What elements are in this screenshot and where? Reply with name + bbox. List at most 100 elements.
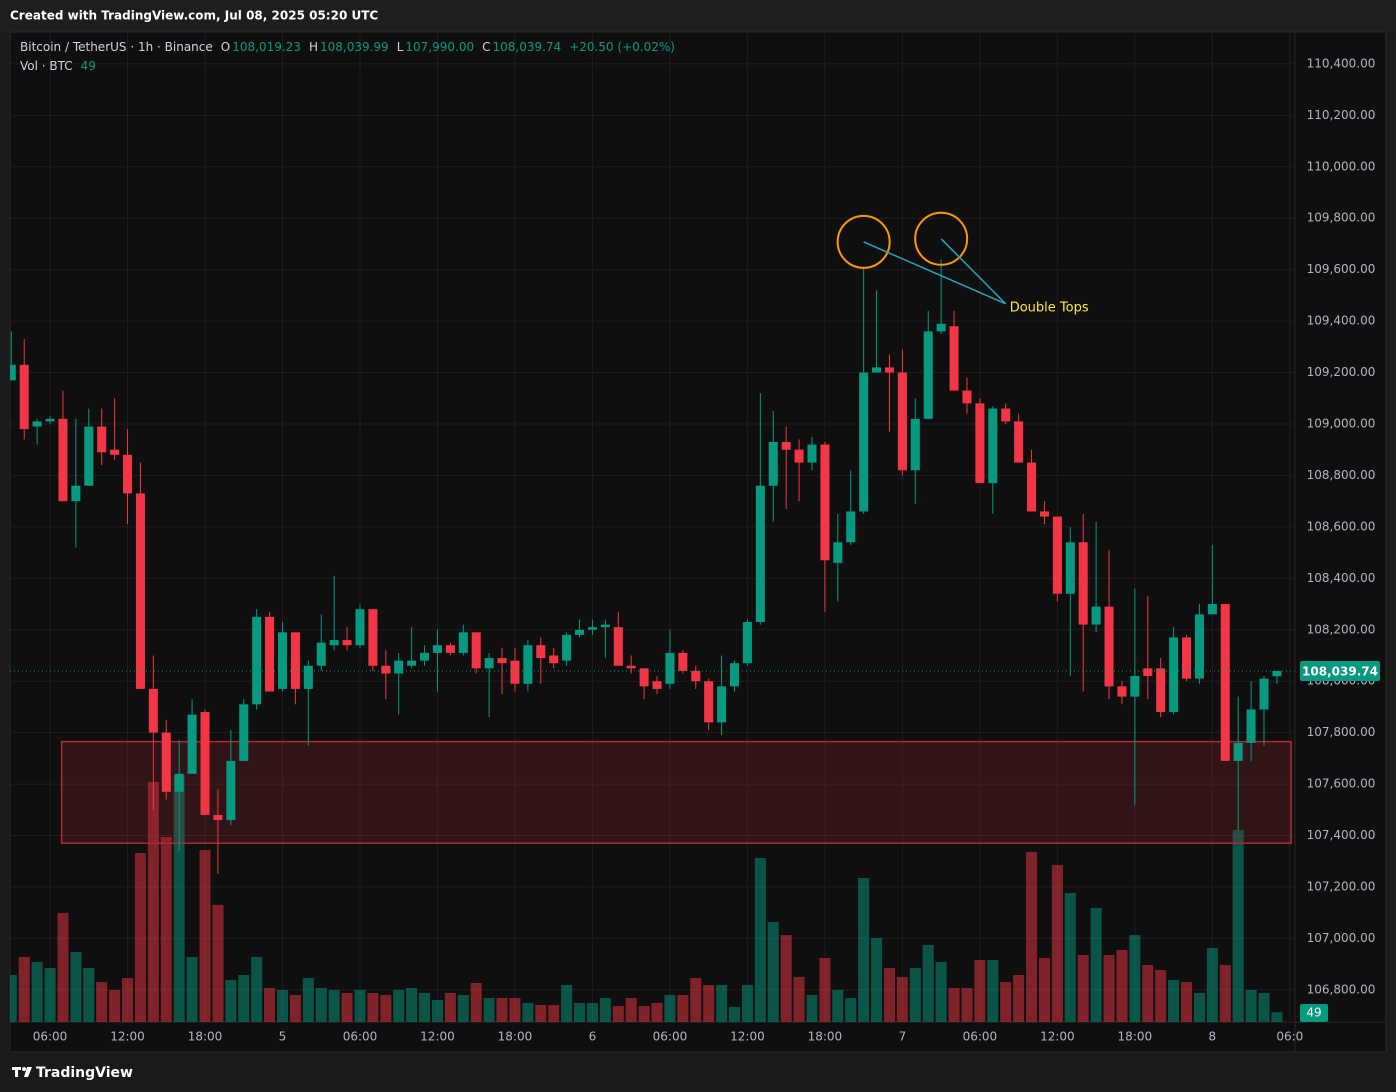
candle-body bbox=[1169, 637, 1179, 713]
legend-key: H bbox=[308, 40, 318, 54]
volume-bar bbox=[858, 878, 870, 1022]
candle-body bbox=[1130, 676, 1140, 697]
volume-bar bbox=[31, 962, 43, 1022]
volume-bar bbox=[1193, 993, 1205, 1022]
candle-body bbox=[807, 444, 817, 463]
candle-body bbox=[71, 485, 81, 502]
candle-body bbox=[484, 658, 494, 669]
volume-bar bbox=[561, 985, 573, 1022]
volume-bar bbox=[1271, 1012, 1283, 1022]
candle-body bbox=[252, 616, 262, 705]
x-tick-label: 12:00 bbox=[730, 1030, 765, 1044]
legend-value: 108,019.23 bbox=[232, 40, 301, 54]
candle-body bbox=[187, 714, 197, 774]
candle-body bbox=[613, 627, 623, 666]
volume-bar bbox=[987, 960, 999, 1022]
candle-body bbox=[10, 364, 16, 381]
candle-body bbox=[355, 609, 365, 646]
legend-symbol: Bitcoin / TetherUS · 1h · Binance bbox=[20, 40, 213, 54]
volume-bar bbox=[96, 982, 108, 1022]
legend-volume-title: Vol · BTC bbox=[20, 59, 73, 73]
volume-bar bbox=[83, 968, 95, 1022]
header-title: Created with TradingView.com, Jul 08, 20… bbox=[10, 9, 378, 23]
volume-bar bbox=[509, 998, 521, 1022]
candle-body bbox=[859, 372, 869, 512]
volume-bar bbox=[703, 985, 715, 1022]
volume-bar bbox=[767, 922, 779, 1022]
plot bbox=[10, 32, 1295, 1022]
volume-bar bbox=[1103, 955, 1115, 1022]
candle-body bbox=[872, 367, 882, 373]
candle-body bbox=[510, 660, 520, 684]
candle-body bbox=[626, 665, 636, 669]
volume-bar bbox=[896, 977, 908, 1022]
candle-body bbox=[148, 688, 158, 733]
volume-bar bbox=[1206, 948, 1218, 1022]
volume-bar bbox=[264, 988, 276, 1022]
candle-body bbox=[497, 658, 507, 664]
volume-bar bbox=[845, 998, 857, 1022]
candle-body bbox=[161, 732, 171, 792]
candle-body bbox=[794, 449, 804, 463]
candle-body bbox=[226, 760, 236, 821]
annotation-line bbox=[940, 238, 1007, 305]
y-tick-label: 109,200.00 bbox=[1307, 365, 1376, 379]
volume-bar bbox=[1013, 975, 1025, 1022]
volume-bar bbox=[380, 995, 392, 1022]
volume-bar bbox=[1116, 950, 1128, 1022]
volume-bar bbox=[586, 1003, 598, 1022]
legend-key: O bbox=[220, 40, 231, 54]
candle-body bbox=[755, 485, 765, 623]
candle-body bbox=[1039, 511, 1049, 517]
candle-body bbox=[1233, 742, 1243, 761]
x-tick-label: 18:00 bbox=[498, 1030, 533, 1044]
volume-bar bbox=[832, 990, 844, 1022]
volume-bar bbox=[1064, 893, 1076, 1022]
candle-body bbox=[562, 634, 572, 661]
volume-bar bbox=[238, 975, 250, 1022]
legend-row: Vol · BTC 49 bbox=[20, 57, 677, 76]
volume-bar bbox=[431, 1000, 443, 1022]
candle-body bbox=[290, 632, 300, 689]
legend-key: L bbox=[396, 40, 404, 54]
volume-bar bbox=[57, 913, 69, 1022]
x-tick-label: 06:00 bbox=[343, 1030, 378, 1044]
candle-body bbox=[549, 655, 559, 664]
volume-bar bbox=[1026, 852, 1038, 1022]
y-tick-label: 107,600.00 bbox=[1307, 777, 1376, 791]
volume-bar bbox=[160, 837, 172, 1022]
candle-body bbox=[575, 629, 585, 635]
volume-bar bbox=[651, 1003, 663, 1022]
volume-bar bbox=[1142, 965, 1154, 1022]
candle-body bbox=[1272, 670, 1282, 677]
annotation-circle bbox=[914, 211, 969, 266]
candle-body bbox=[1014, 421, 1024, 463]
volume-bar bbox=[1155, 970, 1167, 1022]
candle-body bbox=[678, 652, 688, 671]
candle-body bbox=[316, 642, 326, 666]
candle-body bbox=[174, 773, 184, 792]
x-tick-label: 12:00 bbox=[110, 1030, 145, 1044]
y-tick-label: 108,400.00 bbox=[1307, 571, 1376, 585]
candle-body bbox=[1207, 604, 1217, 615]
volume-bar bbox=[535, 1005, 547, 1022]
y-tick-label: 110,200.00 bbox=[1307, 108, 1376, 122]
candle-body bbox=[691, 670, 701, 682]
volume-bar bbox=[1051, 865, 1063, 1022]
candle-body bbox=[975, 403, 985, 484]
volume-bar bbox=[302, 978, 314, 1022]
volume-bar bbox=[328, 990, 340, 1022]
candle-body bbox=[1246, 709, 1256, 743]
volume-bar bbox=[276, 990, 289, 1022]
candle-body bbox=[1117, 686, 1127, 697]
volume-bar bbox=[367, 993, 379, 1022]
volume-bar bbox=[354, 990, 366, 1022]
volume-bar bbox=[186, 957, 198, 1022]
volume-bar bbox=[44, 968, 56, 1022]
candle-body bbox=[600, 624, 610, 628]
volume-bar bbox=[70, 952, 82, 1022]
volume-bar bbox=[122, 978, 134, 1022]
volume-tag-label: 49 bbox=[1306, 1006, 1321, 1020]
legend-row: Bitcoin / TetherUS · 1h · Binance O 108,01… bbox=[20, 38, 677, 57]
volume-bar bbox=[18, 957, 30, 1022]
